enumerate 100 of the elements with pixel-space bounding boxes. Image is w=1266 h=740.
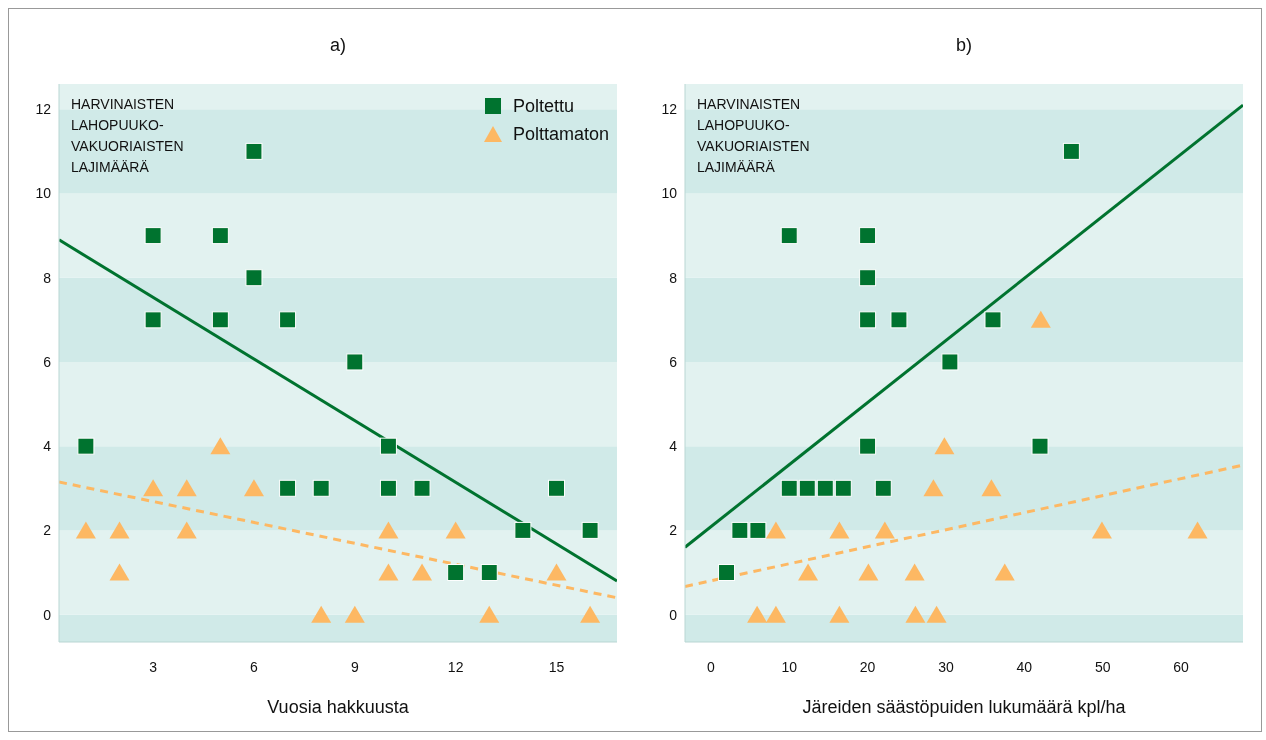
x-tick-label: 12 bbox=[447, 658, 464, 675]
point bbox=[379, 437, 397, 455]
point bbox=[829, 521, 850, 539]
point bbox=[546, 563, 567, 581]
x-tick-label: 0 bbox=[706, 658, 715, 675]
point bbox=[77, 437, 95, 455]
y-tick-label: 0 bbox=[43, 606, 52, 623]
point bbox=[109, 521, 130, 539]
point bbox=[312, 479, 330, 497]
y-tick-label: 10 bbox=[35, 185, 52, 202]
x-tick-label: 9 bbox=[350, 658, 359, 675]
legend-label: Polttamaton bbox=[512, 123, 609, 145]
point bbox=[580, 605, 601, 623]
x-tick-label: 15 bbox=[548, 658, 565, 675]
x-tick-label: 40 bbox=[1016, 658, 1033, 675]
y-tick-label: 10 bbox=[661, 185, 678, 202]
point bbox=[941, 353, 959, 371]
point bbox=[904, 563, 925, 581]
point bbox=[923, 479, 944, 497]
point bbox=[211, 227, 229, 245]
point bbox=[514, 521, 532, 539]
point bbox=[984, 311, 1002, 329]
y-axis-title: HARVINAISTEN LAHOPUUKO- VAKUORIAISTEN LAJIMÄÄRÄ bbox=[71, 95, 184, 177]
y-tick-label: 4 bbox=[43, 438, 52, 455]
point bbox=[176, 521, 197, 539]
point bbox=[143, 479, 164, 497]
y-tick-label: 2 bbox=[43, 522, 52, 539]
point bbox=[1030, 310, 1051, 328]
point bbox=[859, 269, 877, 287]
point bbox=[412, 563, 433, 581]
x-tick-label: 20 bbox=[859, 658, 876, 675]
chart-title: a) bbox=[329, 35, 347, 56]
x-axis-title: Järeiden säästöpuiden lukumäärä kpl/ha bbox=[801, 697, 1127, 718]
x-tick-label: 50 bbox=[1094, 658, 1111, 675]
point bbox=[176, 479, 197, 497]
point bbox=[780, 479, 798, 497]
x-tick-label: 3 bbox=[149, 658, 158, 675]
y-tick-label: 12 bbox=[661, 101, 678, 118]
point bbox=[279, 311, 297, 329]
point bbox=[1091, 521, 1112, 539]
point bbox=[834, 479, 852, 497]
y-tick-label: 2 bbox=[669, 522, 678, 539]
point bbox=[445, 521, 466, 539]
x-tick-label: 6 bbox=[250, 658, 259, 675]
x-axis-title: Vuosia hakkuusta bbox=[266, 697, 410, 718]
chart-title: b) bbox=[955, 35, 973, 56]
y-tick-label: 6 bbox=[43, 353, 52, 370]
point bbox=[890, 311, 908, 329]
y-tick-label: 0 bbox=[669, 606, 678, 623]
point bbox=[211, 311, 229, 329]
point bbox=[765, 605, 786, 623]
point bbox=[829, 605, 850, 623]
point bbox=[479, 605, 500, 623]
point bbox=[144, 227, 162, 245]
point bbox=[981, 479, 1002, 497]
legend-label: Poltettu bbox=[512, 95, 574, 117]
point bbox=[279, 479, 297, 497]
point bbox=[731, 521, 749, 539]
point bbox=[75, 521, 96, 539]
x-tick-label: 60 bbox=[1173, 658, 1190, 675]
point bbox=[447, 564, 465, 582]
point bbox=[311, 605, 332, 623]
point bbox=[379, 479, 397, 497]
point bbox=[1031, 437, 1049, 455]
point bbox=[859, 311, 877, 329]
point bbox=[858, 563, 879, 581]
point bbox=[344, 605, 365, 623]
y-tick-label: 6 bbox=[669, 353, 678, 370]
point bbox=[859, 227, 877, 245]
point bbox=[581, 521, 599, 539]
point bbox=[547, 479, 565, 497]
point bbox=[109, 563, 130, 581]
point bbox=[245, 142, 263, 160]
point bbox=[378, 521, 399, 539]
point bbox=[926, 605, 947, 623]
point bbox=[346, 353, 364, 371]
point bbox=[780, 227, 798, 245]
point bbox=[765, 521, 786, 539]
y-tick-label: 8 bbox=[43, 269, 52, 286]
point bbox=[859, 437, 877, 455]
point bbox=[144, 311, 162, 329]
y-tick-label: 8 bbox=[669, 269, 678, 286]
point bbox=[718, 564, 736, 582]
point bbox=[1062, 142, 1080, 160]
point bbox=[874, 521, 895, 539]
point bbox=[1187, 521, 1208, 539]
point bbox=[747, 605, 768, 623]
y-tick-label: 12 bbox=[35, 101, 52, 118]
point bbox=[245, 269, 263, 287]
point bbox=[480, 564, 498, 582]
point bbox=[749, 521, 767, 539]
point bbox=[934, 437, 955, 455]
point bbox=[378, 563, 399, 581]
point bbox=[210, 437, 231, 455]
point bbox=[243, 479, 264, 497]
x-tick-label: 10 bbox=[781, 658, 798, 675]
point bbox=[994, 563, 1015, 581]
y-axis-title: HARVINAISTEN LAHOPUUKO- VAKUORIAISTEN LAJIMÄÄRÄ bbox=[697, 95, 810, 177]
point bbox=[798, 563, 819, 581]
point bbox=[413, 479, 431, 497]
